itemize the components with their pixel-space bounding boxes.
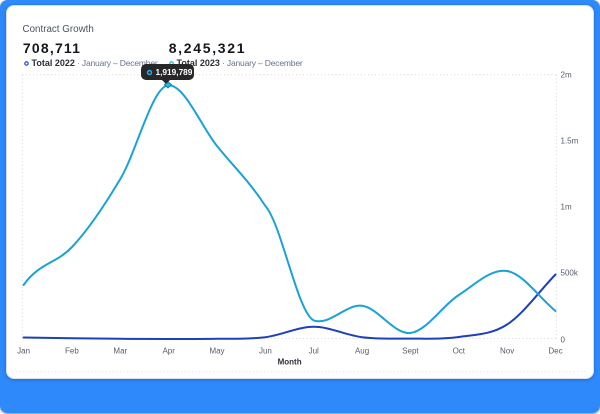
svg-text:Dec: Dec	[548, 346, 562, 355]
svg-text:Feb: Feb	[65, 346, 79, 355]
svg-text:Month: Month	[278, 357, 302, 366]
svg-text:Apr: Apr	[162, 346, 175, 355]
svg-text:Jul: Jul	[309, 346, 319, 355]
svg-text:Aug: Aug	[355, 346, 369, 355]
svg-text:Jun: Jun	[259, 346, 272, 355]
svg-text:Sept: Sept	[402, 346, 419, 355]
svg-text:Nov: Nov	[500, 346, 514, 355]
svg-text:May: May	[209, 346, 224, 355]
svg-text:500k: 500k	[561, 268, 579, 277]
svg-text:Oct: Oct	[453, 346, 466, 355]
svg-text:1.5m: 1.5m	[561, 137, 579, 146]
svg-text:Mar: Mar	[113, 346, 127, 355]
svg-text:1m: 1m	[561, 203, 572, 212]
svg-text:0: 0	[561, 335, 566, 344]
svg-text:2m: 2m	[561, 71, 572, 80]
svg-text:Jan: Jan	[17, 346, 30, 355]
